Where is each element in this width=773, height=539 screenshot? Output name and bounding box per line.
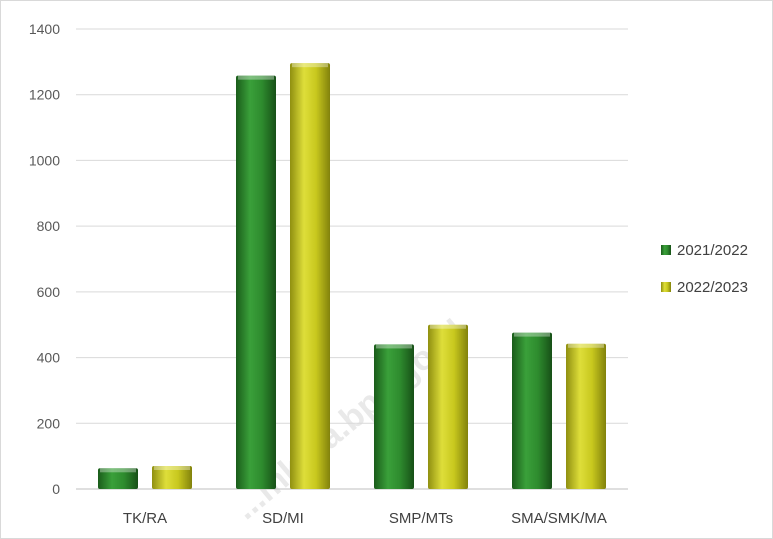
y-tick-label: 0 xyxy=(52,481,60,497)
bars xyxy=(98,63,606,490)
bar-highlight xyxy=(430,324,466,329)
x-category-label: SMA/SMK/MA xyxy=(511,510,607,527)
y-tick-label: 400 xyxy=(37,350,61,366)
legend: 2021/2022 2022/2023 xyxy=(661,242,748,296)
bar xyxy=(512,332,552,489)
y-tick-label: 1200 xyxy=(29,87,60,103)
y-tick-label: 600 xyxy=(37,284,61,300)
x-category-label: SMP/MTs xyxy=(389,510,453,527)
x-axis-categories: TK/RA SD/MI SMP/MTs SMA/SMK/MA xyxy=(123,510,607,527)
legend-label: 2022/2023 xyxy=(677,279,748,296)
y-tick-label: 800 xyxy=(37,218,61,234)
bar-highlight xyxy=(154,466,190,470)
bar-highlight xyxy=(376,344,412,349)
bar xyxy=(428,324,468,489)
bar xyxy=(152,466,192,489)
bar-highlight xyxy=(238,75,274,80)
y-tick-label: 1400 xyxy=(29,21,60,37)
legend-swatch xyxy=(661,282,671,292)
legend-swatch xyxy=(661,245,671,255)
bar xyxy=(290,63,330,490)
bar xyxy=(98,468,138,489)
x-category-label: TK/RA xyxy=(123,510,167,527)
bar-highlight xyxy=(292,63,328,68)
bar xyxy=(236,75,276,490)
bar-highlight xyxy=(100,468,136,473)
y-axis-ticks: 0 200 400 600 800 1000 1200 1400 xyxy=(29,21,60,497)
legend-label: 2021/2022 xyxy=(677,242,748,259)
bar xyxy=(374,344,414,489)
y-tick-label: 200 xyxy=(37,415,61,431)
bar-highlight xyxy=(568,343,604,348)
bar-highlight xyxy=(514,332,550,337)
y-tick-label: 1000 xyxy=(29,152,60,168)
x-category-label: SD/MI xyxy=(262,510,304,527)
bar xyxy=(566,343,606,489)
